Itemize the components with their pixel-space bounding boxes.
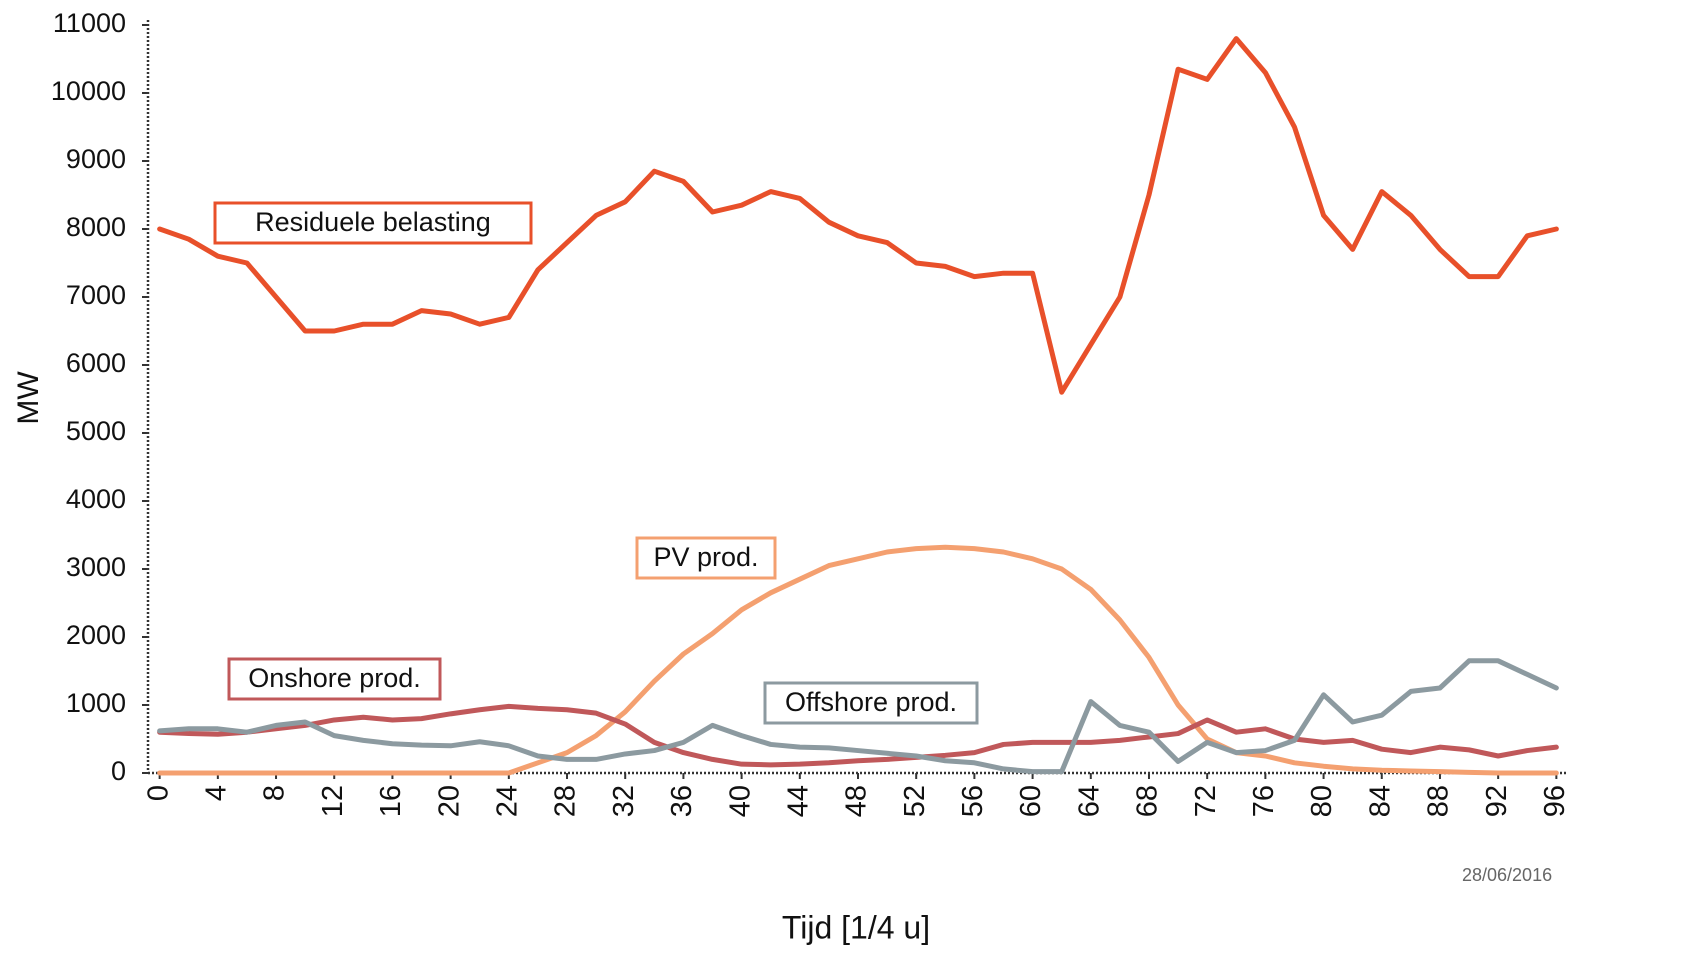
x-tick-label: 44 [782,785,814,817]
x-tick-label: 36 [666,785,698,817]
y-tick-label: 1000 [66,688,126,718]
x-tick-label: 52 [899,785,931,817]
x-tick-label: 24 [491,785,523,817]
y-tick-label: 11000 [53,8,126,38]
y-tick-label: 3000 [66,552,126,582]
x-tick-label: 40 [724,785,756,817]
legend-label: PV prod. [653,542,758,572]
x-tick-label: 64 [1073,785,1105,817]
x-tick-label: 4 [200,785,232,801]
legend-box [763,681,979,725]
x-tick-label: 96 [1539,785,1571,817]
x-tick-label: 8 [259,785,291,801]
y-tick-label: 0 [111,756,126,786]
y-tick-label: 5000 [66,416,126,446]
legend-label: Residuele belasting [255,207,491,237]
legend-label: Onshore prod. [248,663,421,693]
x-tick-label: 76 [1248,785,1280,817]
series-line [157,544,1559,776]
y-tick-label: 2000 [66,620,126,650]
y-tick-label: 4000 [66,484,126,514]
x-tick-label: 56 [957,785,989,817]
x-tick-label: 88 [1423,785,1455,817]
x-tick-label: 48 [841,785,873,817]
y-tick-label: 8000 [66,212,126,242]
x-tick-label: 28 [550,785,582,817]
x-tick-label: 20 [433,785,465,817]
series-line [157,36,1559,395]
y-tick-label: 6000 [66,348,126,378]
legend-label: Offshore prod. [785,687,957,717]
x-tick-label: 84 [1364,785,1396,817]
series-line [157,703,1559,768]
x-tick-label: 72 [1190,785,1222,817]
x-tick-label: 12 [317,785,349,817]
x-tick-label: 16 [375,785,407,817]
series-line [157,658,1559,775]
x-tick-label: 92 [1481,785,1513,817]
y-tick-label: 7000 [66,280,126,310]
x-tick-label: 80 [1306,785,1338,817]
legend-box [213,201,533,245]
x-axis-label: Tijd [1/4 u] [782,909,930,945]
legend-box [227,657,442,701]
legend-box [635,536,777,580]
x-tick-label: 0 [142,785,174,801]
x-tick-label: 32 [608,785,640,817]
x-tick-label: 60 [1015,785,1047,817]
x-tick-label: 68 [1132,785,1164,817]
date: 28/06/2016 [1462,865,1552,885]
y-tick-label: 9000 [66,144,126,174]
y-tick-label: 10000 [51,76,126,106]
y-axis-label: MW [12,371,45,425]
